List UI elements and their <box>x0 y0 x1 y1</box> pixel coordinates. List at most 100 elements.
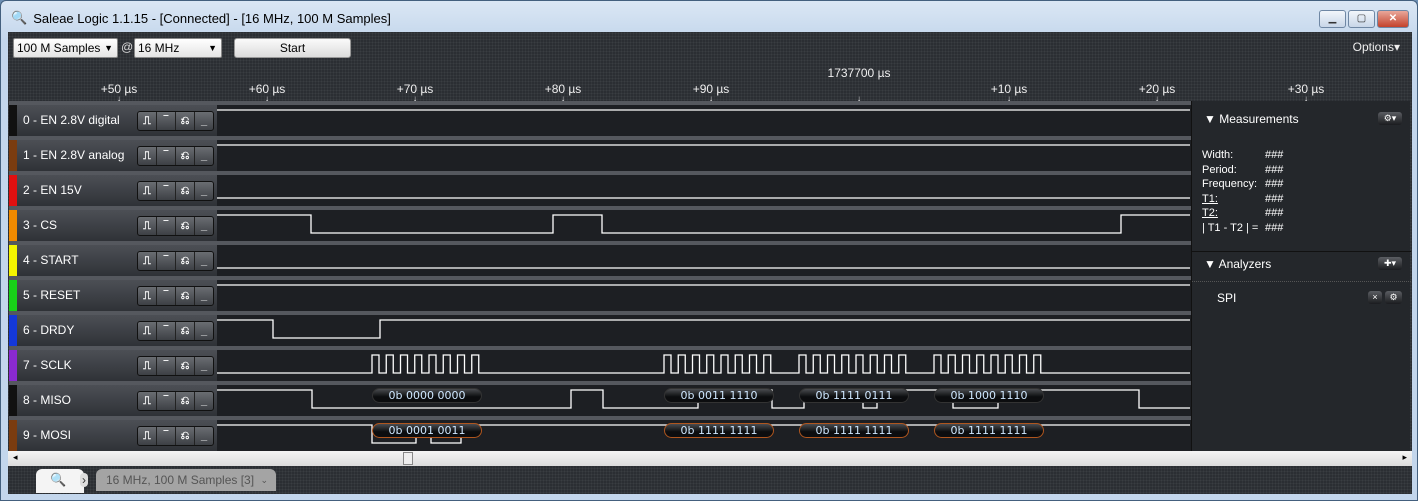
channel-label[interactable]: 2 - EN 15V ⎍ ‾ ⎌ _ <box>9 175 217 206</box>
trigger-buttons: ⎍ ‾ ⎌ _ <box>137 181 214 201</box>
tick-arrow-icon: ↓ <box>265 94 269 103</box>
low-level-icon[interactable]: _ <box>200 325 208 337</box>
analyzer-spi[interactable]: SPI <box>1217 291 1237 305</box>
high-level-icon[interactable]: ‾ <box>157 252 176 270</box>
falling-edge-icon[interactable]: ⎌ <box>176 357 195 375</box>
samples-select[interactable]: 100 M Samples ▼ <box>13 38 118 58</box>
spi-mosi-value[interactable]: 0b 1111 1111 <box>799 423 909 438</box>
falling-edge-icon[interactable]: ⎌ <box>176 147 195 165</box>
high-level-icon[interactable]: ‾ <box>157 287 176 305</box>
spi-miso-value[interactable]: 0b 1111 0111 <box>799 388 909 403</box>
rising-edge-icon[interactable]: ⎍ <box>138 217 157 235</box>
high-level-icon[interactable]: ‾ <box>157 392 176 410</box>
maximize-button[interactable]: ▢ <box>1348 10 1375 28</box>
analyzers-header[interactable]: ▼ Analyzers <box>1204 257 1272 271</box>
high-level-icon[interactable]: ‾ <box>157 217 176 235</box>
channel-label[interactable]: 5 - RESET ⎍ ‾ ⎌ _ <box>9 280 217 311</box>
high-level-icon[interactable]: ‾ <box>157 147 176 165</box>
spi-miso-value[interactable]: 0b 0011 1110 <box>664 388 774 403</box>
measurement-value: ### <box>1265 149 1284 161</box>
tab-search[interactable]: 🔍 <box>36 469 84 493</box>
chevron-right-icon[interactable]: › <box>80 473 88 487</box>
low-level-icon[interactable]: _ <box>200 255 208 267</box>
rising-edge-icon[interactable]: ⎍ <box>138 147 157 165</box>
falling-edge-icon[interactable]: ⎌ <box>176 217 195 235</box>
measurement-label[interactable]: T1: <box>1202 192 1218 205</box>
time-tick-label: +60 µs <box>248 82 286 96</box>
start-button[interactable]: Start <box>234 38 351 58</box>
channel-label[interactable]: 4 - START ⎍ ‾ ⎌ _ <box>9 245 217 276</box>
low-level-icon[interactable]: _ <box>200 150 208 162</box>
channel-label[interactable]: 3 - CS ⎍ ‾ ⎌ _ <box>9 210 217 241</box>
low-level-icon[interactable]: _ <box>200 185 208 197</box>
falling-edge-icon[interactable]: ⎌ <box>176 287 195 305</box>
high-level-icon[interactable]: ‾ <box>157 322 176 340</box>
falling-edge-icon[interactable]: ⎌ <box>176 392 195 410</box>
rising-edge-icon[interactable]: ⎍ <box>138 392 157 410</box>
options-menu[interactable]: Options▾ <box>1352 40 1400 54</box>
channel-name: 7 - SCLK <box>23 358 72 372</box>
close-icon[interactable]: × <box>1368 291 1382 304</box>
tick-arrow-icon: ↓ <box>709 94 713 103</box>
channel-label[interactable]: 0 - EN 2.8V digital ⎍ ‾ ⎌ _ <box>9 105 217 136</box>
spi-mosi-value[interactable]: 0b 1111 1111 <box>934 423 1044 438</box>
close-button[interactable]: ✕ <box>1377 10 1409 28</box>
low-level-icon[interactable]: _ <box>200 395 208 407</box>
at-label: @ <box>121 40 134 54</box>
low-level-icon[interactable]: _ <box>200 220 208 232</box>
high-level-icon[interactable]: ‾ <box>157 357 176 375</box>
scroll-thumb[interactable] <box>403 452 413 465</box>
spi-mosi-value[interactable]: 0b 1111 1111 <box>664 423 774 438</box>
rate-select[interactable]: 16 MHz ▼ <box>134 38 222 58</box>
channel-row: 2 - EN 15V ⎍ ‾ ⎌ _ <box>9 171 1191 206</box>
channel-label[interactable]: 8 - MISO ⎍ ‾ ⎌ _ <box>9 385 217 416</box>
trigger-buttons: ⎍ ‾ ⎌ _ <box>137 146 214 166</box>
falling-edge-icon[interactable]: ⎌ <box>176 112 195 130</box>
session-tab-label: 16 MHz, 100 M Samples [3] <box>106 473 255 487</box>
client-area: 100 M Samples ▼ @ 16 MHz ▼ Start Options▾ … <box>8 32 1412 494</box>
rising-edge-icon[interactable]: ⎍ <box>138 112 157 130</box>
measurements-header[interactable]: ▼ Measurements <box>1204 112 1299 126</box>
scroll-left-icon[interactable]: ◂ <box>13 452 18 462</box>
trigger-buttons: ⎍ ‾ ⎌ _ <box>137 216 214 236</box>
tab-session[interactable]: 16 MHz, 100 M Samples [3] ⌄ <box>96 469 276 491</box>
rising-edge-icon[interactable]: ⎍ <box>138 287 157 305</box>
high-level-icon[interactable]: ‾ <box>157 112 176 130</box>
minimize-button[interactable]: ▁ <box>1319 10 1346 28</box>
channel-label[interactable]: 9 - MOSI ⎍ ‾ ⎌ _ <box>9 420 217 451</box>
rising-edge-icon[interactable]: ⎍ <box>138 322 157 340</box>
spi-miso-value[interactable]: 0b 1000 1110 <box>934 388 1044 403</box>
channel-label[interactable]: 6 - DRDY ⎍ ‾ ⎌ _ <box>9 315 217 346</box>
rising-edge-icon[interactable]: ⎍ <box>138 357 157 375</box>
low-level-icon[interactable]: _ <box>200 360 208 372</box>
scroll-right-icon[interactable]: ▸ <box>1402 452 1407 462</box>
high-level-icon[interactable]: ‾ <box>157 182 176 200</box>
low-level-icon[interactable]: _ <box>200 115 208 127</box>
rising-edge-icon[interactable]: ⎍ <box>138 252 157 270</box>
falling-edge-icon[interactable]: ⎌ <box>176 322 195 340</box>
high-level-icon[interactable]: ‾ <box>157 427 176 445</box>
gear-icon[interactable]: ⚙ <box>1385 291 1402 304</box>
gear-icon[interactable]: ⚙▾ <box>1378 112 1402 125</box>
falling-edge-icon[interactable]: ⎌ <box>176 427 195 445</box>
measurement-label[interactable]: T2: <box>1202 207 1218 220</box>
samples-value: 100 M Samples <box>17 41 101 55</box>
channel-label[interactable]: 7 - SCLK ⎍ ‾ ⎌ _ <box>9 350 217 381</box>
time-tick-label: +90 µs <box>692 82 730 96</box>
low-level-icon[interactable]: _ <box>200 430 208 442</box>
falling-edge-icon[interactable]: ⎌ <box>176 252 195 270</box>
falling-edge-icon[interactable]: ⎌ <box>176 182 195 200</box>
spi-miso-value[interactable]: 0b 0000 0000 <box>372 388 482 403</box>
rising-edge-icon[interactable]: ⎍ <box>138 427 157 445</box>
channel-label[interactable]: 1 - EN 2.8V analog ⎍ ‾ ⎌ _ <box>9 140 217 171</box>
channel-name: 2 - EN 15V <box>23 183 82 197</box>
signal-7 <box>217 354 1190 374</box>
spi-mosi-value[interactable]: 0b 0001 0011 <box>372 423 482 438</box>
rising-edge-icon[interactable]: ⎍ <box>138 182 157 200</box>
add-analyzer-button[interactable]: ✚▾ <box>1378 257 1402 270</box>
horizontal-scrollbar[interactable]: ◂ ▸ <box>8 451 1412 466</box>
trigger-buttons: ⎍ ‾ ⎌ _ <box>137 286 214 306</box>
low-level-icon[interactable]: _ <box>200 290 208 302</box>
channel-row: 7 - SCLK ⎍ ‾ ⎌ _ <box>9 346 1191 381</box>
signal-6 <box>217 319 1190 339</box>
